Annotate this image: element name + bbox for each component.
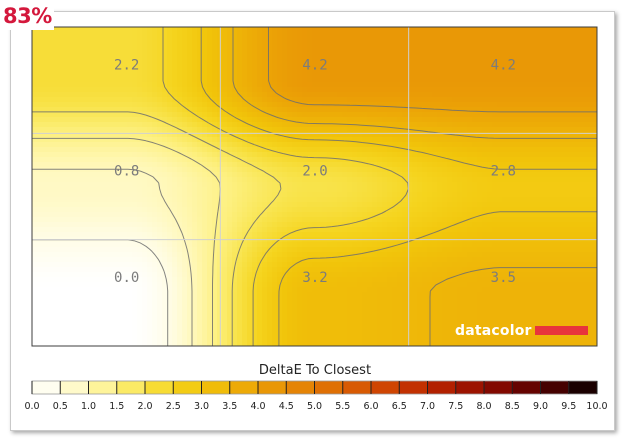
colorbar-segment (484, 381, 513, 394)
colorbar-tick-label: 2.5 (166, 401, 181, 412)
colorbar-segment (512, 381, 541, 394)
colorbar-tick-label: 5.0 (307, 401, 322, 412)
plot-border (31, 26, 598, 347)
cell-value-label: 2.2 (114, 57, 139, 73)
datacolor-logo-text: datacolor (455, 323, 532, 339)
colorbar-tick-label: 1.5 (109, 401, 124, 412)
datacolor-logo-bar (535, 326, 588, 335)
cell-value-label: 2.8 (491, 164, 516, 180)
colorbar-tick-label: 9.5 (561, 401, 576, 412)
legend-title: DeltaE To Closest (259, 363, 371, 378)
colorbar-tick-label: 9.0 (533, 401, 548, 412)
colorbar-segment (540, 381, 570, 394)
colorbar-tick-label: 10.0 (586, 401, 607, 412)
colorbar-segment (145, 381, 174, 394)
cell-value-labels: 2.2 4.2 4.2 0.8 2.0 2.8 0.0 3.2 3.5 (114, 57, 516, 286)
cell-value-label: 0.8 (114, 164, 139, 180)
colorbar-segment (60, 381, 89, 394)
cell-value-label: 4.2 (302, 57, 327, 73)
colorbar-tick-label: 3.0 (194, 401, 209, 412)
colorbar-segment (455, 381, 485, 394)
colorbar-segment (314, 381, 344, 394)
cell-value-label: 3.2 (302, 270, 327, 286)
heatmap-gridlines (32, 27, 597, 346)
colorbar-tick-label: 8.0 (476, 401, 491, 412)
colorbar-segment (568, 381, 598, 394)
colorbar-segment (116, 381, 146, 394)
colorbar-segment (258, 381, 287, 394)
cell-value-label: 4.2 (491, 57, 516, 73)
colorbar-tick-label: 7.5 (448, 401, 463, 412)
colorbar-tick-label: 0.0 (24, 401, 39, 412)
colorbar-segment (399, 381, 428, 394)
colorbar-segment (173, 381, 202, 394)
heatmap-color-field (32, 27, 597, 346)
colorbar-tick-label: 0.5 (53, 401, 68, 412)
heatmap-contour-lines (32, 27, 597, 346)
colorbar-tick-label: 7.0 (420, 401, 435, 412)
colorbar-tick-label: 6.0 (363, 401, 378, 412)
colorbar-tick-label: 4.0 (250, 401, 265, 412)
colorbar-segment (88, 381, 118, 394)
uniformity-percent-badge: 83% (3, 2, 54, 30)
colorbar-tick-label: 3.5 (222, 401, 237, 412)
colorbar-tick-label: 8.5 (505, 401, 520, 412)
colorbar-tick-label: 1.0 (81, 401, 96, 412)
colorbar-segment (427, 381, 457, 394)
colorbar-tick-label: 2.0 (137, 401, 152, 412)
colorbar-segment (286, 381, 315, 394)
colorbar-segment (32, 381, 61, 394)
colorbar-segment (201, 381, 231, 394)
colorbar-segment (371, 381, 400, 394)
colorbar-tick-label: 4.5 (279, 401, 294, 412)
colorbar: 0.0 0.5 1.0 1.5 2.0 2.5 3.0 3.5 4.0 4.5 5.0 5.5 6.0 6… (24, 380, 608, 412)
cell-value-label: 0.0 (114, 270, 139, 286)
colorbar-tick-label: 5.5 (335, 401, 350, 412)
colorbar-segment (342, 381, 372, 394)
colorbar-segment (229, 381, 259, 394)
datacolor-logo: datacolor (455, 323, 588, 339)
colorbar-tick-label: 6.5 (392, 401, 407, 412)
heatmap-plot-area (32, 27, 597, 346)
cell-value-label: 3.5 (491, 270, 516, 286)
cell-value-label: 2.0 (302, 164, 327, 180)
